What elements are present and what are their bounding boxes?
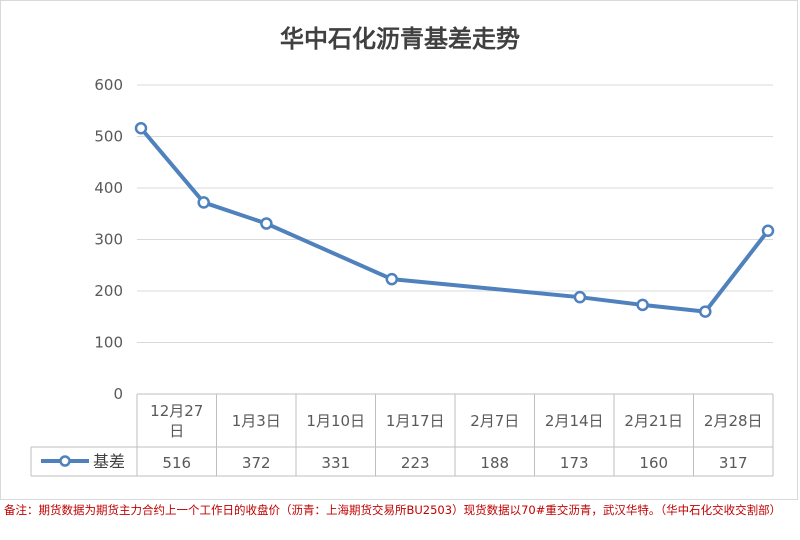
data-label-1月10日: 331	[321, 454, 350, 472]
legend-marker-swatch	[59, 455, 71, 467]
x-tick-label: 2月7日	[470, 412, 519, 430]
data-point-2月7日	[573, 290, 587, 304]
y-tick-label: 500	[94, 128, 123, 146]
y-tick-label: 200	[94, 282, 123, 300]
data-point-1月17日	[385, 272, 399, 286]
chart-frame: 华中石化沥青基差走势 0 100 200 300 400 500 600 12月27 日 516…	[0, 0, 798, 500]
data-table: 12月27 日 516 1月3日 372 1月10日 331 1月17日 223 2月7日 188 2…	[30, 393, 774, 477]
series-points-layer	[134, 122, 775, 318]
legend-series-name: 基差	[93, 452, 125, 471]
gridlines	[137, 84, 773, 343]
data-point-1月10日	[260, 217, 273, 230]
data-label-2月14日: 173	[560, 454, 589, 472]
y-tick-label: 300	[94, 231, 123, 249]
data-point-2月21日	[699, 305, 712, 318]
x-tick-label: 1月3日	[232, 412, 281, 430]
x-tick-label: 2月21日	[624, 412, 683, 430]
data-label-2月21日: 160	[639, 454, 668, 472]
chart-title: 华中石化沥青基差走势	[280, 25, 520, 53]
x-tick-label: 12月27	[150, 402, 203, 420]
series-line-基差	[139, 126, 770, 314]
y-tick-label: 600	[94, 76, 123, 94]
data-point-12月27日	[134, 122, 148, 135]
series-line-layer	[139, 126, 770, 314]
x-tick-label: 2月14日	[545, 412, 604, 430]
x-tick-label: 1月17日	[386, 412, 445, 430]
x-tick-label: 日	[169, 422, 184, 440]
data-point-2月14日	[636, 298, 649, 312]
data-label-2月28日: 317	[719, 454, 748, 472]
footnote: 备注：期货数据为期货主力合约上一个工作日的收盘价（沥青：上海期货交易所BU250…	[4, 503, 782, 517]
data-label-2月7日: 188	[480, 454, 509, 472]
y-tick-label: 0	[113, 385, 123, 403]
y-tick-label: 400	[94, 179, 123, 197]
basis-line-chart: 华中石化沥青基差走势 0 100 200 300 400 500 600 12月27 日 516…	[30, 25, 775, 477]
y-tick-label: 100	[94, 334, 123, 352]
data-point-2月28日	[761, 224, 775, 237]
x-tick-label: 1月10日	[306, 412, 365, 430]
data-label-1月3日: 372	[242, 454, 271, 472]
data-label-1月17日: 223	[401, 454, 430, 472]
x-tick-label: 2月28日	[704, 412, 763, 430]
y-axis-ticks: 0 100 200 300 400 500 600	[94, 76, 123, 403]
data-label-12月27日: 516	[162, 454, 191, 472]
data-point-1月3日	[197, 196, 210, 209]
